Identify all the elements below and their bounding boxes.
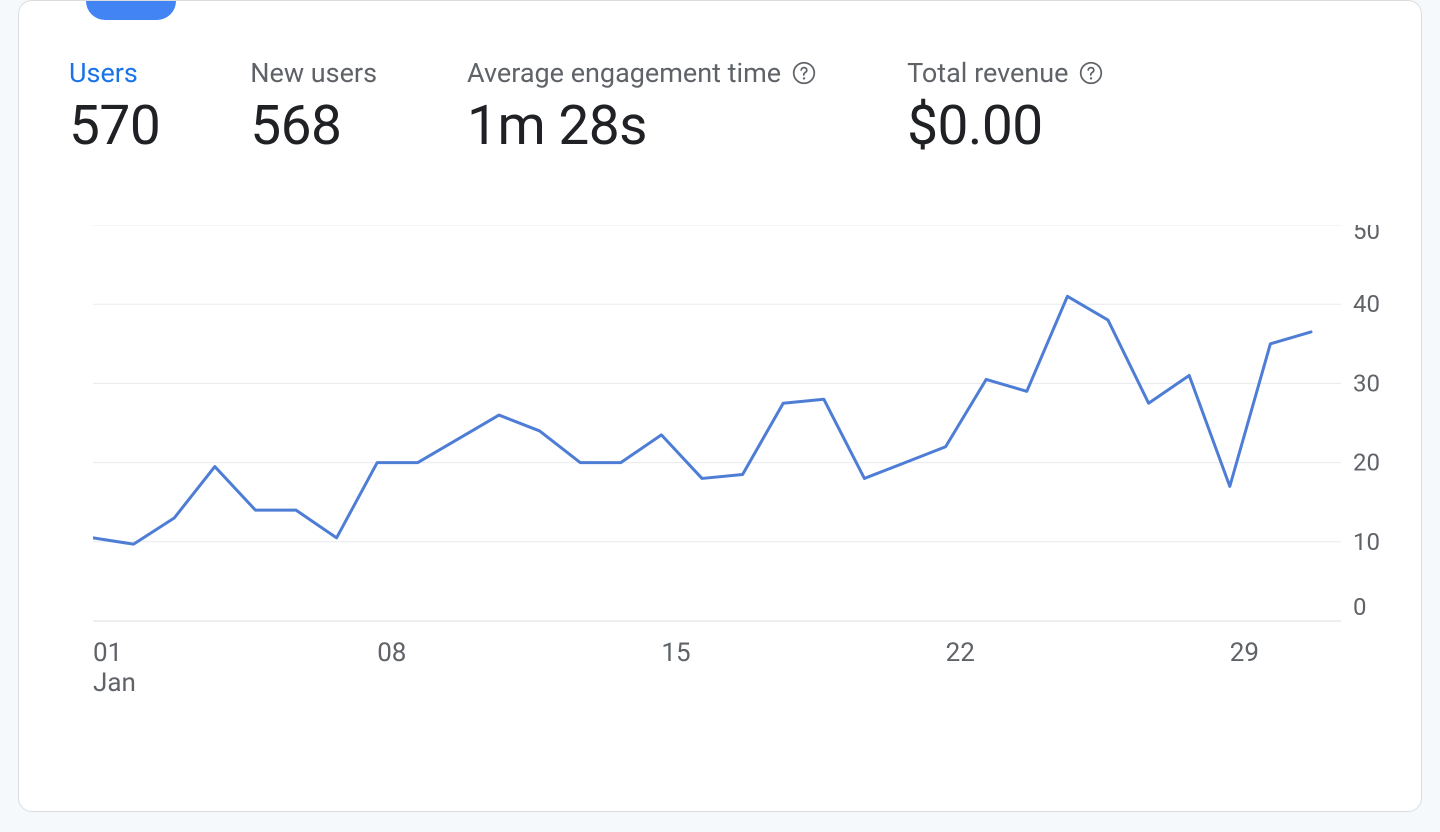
svg-text:10: 10	[1353, 528, 1380, 556]
users-line-chart: 0 10 20 30 40 50 01Jan 08 15 22 29	[93, 225, 1393, 703]
svg-text:Jan: Jan	[93, 668, 136, 698]
metric-avg-engagement-value: 1m 28s	[467, 95, 817, 158]
metric-total-revenue-label: Total revenue	[907, 57, 1068, 89]
metric-users[interactable]: Users 570	[69, 57, 160, 159]
svg-text:08: 08	[377, 638, 406, 668]
svg-text:20: 20	[1353, 449, 1380, 477]
svg-text:50: 50	[1353, 225, 1380, 245]
svg-text:29: 29	[1230, 638, 1259, 668]
svg-text:40: 40	[1353, 290, 1380, 318]
metric-total-revenue-value: $0.00	[907, 95, 1104, 158]
metric-new-users-value: 568	[250, 95, 377, 158]
analytics-card: Users 570 New users 568 Average engageme…	[18, 0, 1422, 812]
metric-users-label: Users	[69, 57, 138, 89]
svg-text:01: 01	[93, 638, 122, 668]
metric-total-revenue[interactable]: Total revenue $0.00	[907, 57, 1104, 159]
metrics-row: Users 570 New users 568 Average engageme…	[19, 1, 1421, 159]
metric-new-users-label: New users	[250, 57, 377, 89]
svg-text:30: 30	[1353, 369, 1380, 397]
metric-users-value: 570	[69, 95, 160, 158]
svg-text:22: 22	[946, 638, 975, 668]
active-tab-indicator	[86, 1, 176, 20]
svg-text:0: 0	[1353, 593, 1367, 621]
svg-text:15: 15	[661, 638, 690, 668]
metric-new-users[interactable]: New users 568	[250, 57, 377, 159]
metric-avg-engagement[interactable]: Average engagement time 1m 28s	[467, 57, 817, 159]
metric-avg-engagement-label: Average engagement time	[467, 57, 781, 89]
help-icon[interactable]	[791, 60, 817, 86]
help-icon[interactable]	[1078, 60, 1104, 86]
